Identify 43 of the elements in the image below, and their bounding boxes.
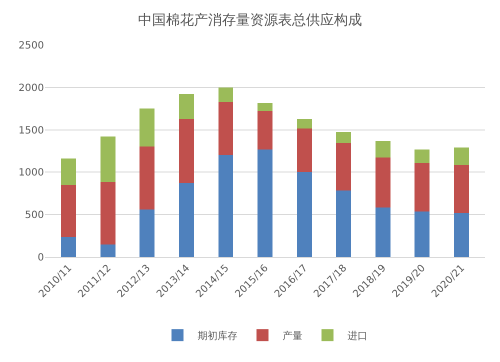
legend-label: 进口 [348, 330, 368, 342]
bar [454, 148, 469, 165]
bar [258, 103, 272, 112]
bar [140, 108, 155, 146]
bar [61, 237, 76, 257]
bar [61, 184, 76, 238]
bar [218, 155, 234, 257]
bar [336, 190, 352, 257]
bar [454, 164, 469, 213]
bar [100, 244, 116, 257]
y-tick-label: 1000 [18, 168, 44, 179]
bar [375, 207, 390, 257]
bar [140, 146, 155, 210]
bar [100, 182, 116, 245]
bar [140, 210, 155, 257]
bar [296, 128, 312, 172]
legend-label: 产量 [282, 330, 302, 342]
bar [336, 142, 352, 190]
bar [296, 172, 312, 257]
y-tick-label: 2500 [18, 40, 44, 52]
bar [414, 150, 430, 163]
bar [454, 212, 469, 257]
y-tick-label: 2000 [18, 82, 44, 94]
bar [258, 111, 272, 150]
y-tick-label: 500 [24, 210, 44, 222]
bar [336, 132, 352, 143]
y-tick-label: 0 [38, 252, 44, 264]
bar [218, 87, 234, 102]
bar [178, 183, 194, 257]
bar [375, 157, 390, 208]
bar [296, 118, 312, 129]
legend-label: 期初库存 [198, 330, 238, 342]
bar [414, 212, 430, 257]
bar [218, 102, 234, 156]
y-tick-label: 1500 [18, 125, 44, 136]
chart-title: 中国棉花产消存量资源表总供应构成 [138, 12, 362, 28]
bar [178, 118, 194, 184]
bar [100, 136, 116, 182]
bar [178, 94, 194, 119]
bar [414, 162, 430, 212]
bar [258, 150, 272, 257]
bar [61, 158, 76, 185]
bar [375, 140, 390, 158]
